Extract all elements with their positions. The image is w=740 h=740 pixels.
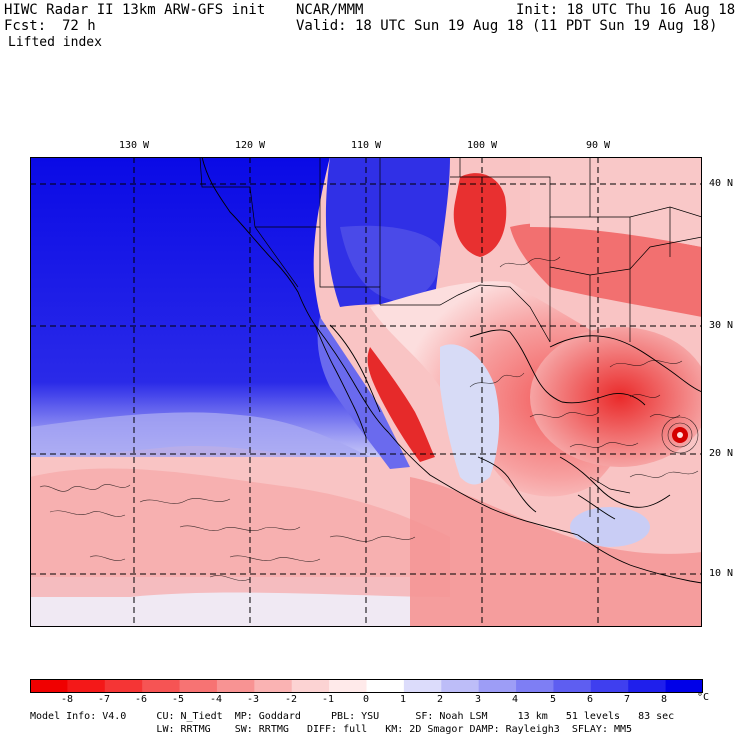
colorbar-swatch <box>553 679 592 693</box>
lifted-index-colorbar <box>30 679 703 693</box>
colorbar-swatch <box>104 679 143 693</box>
colorbar-tick: -1 <box>321 694 335 705</box>
colorbar-swatch <box>628 679 667 693</box>
lon-label-110w: 110 W <box>350 140 382 151</box>
colorbar-tick: -3 <box>246 694 260 705</box>
convective-core-center <box>677 432 683 438</box>
lat-label-40n: 40 N <box>709 178 734 189</box>
colorbar-tick: 4 <box>511 694 519 705</box>
colorbar-swatch <box>291 679 330 693</box>
colorbar-tick: -8 <box>60 694 74 705</box>
sierra-madre-instability <box>367 347 435 462</box>
colorbar-swatch <box>67 679 106 693</box>
lon-label-100w: 100 W <box>466 140 498 151</box>
colorbar-swatch <box>590 679 629 693</box>
plains-instability <box>453 173 507 257</box>
lon-label-90w: 90 W <box>585 140 611 151</box>
colorbar-tick: -5 <box>171 694 185 705</box>
gulf-instability <box>530 327 702 467</box>
contour-lines <box>39 256 699 581</box>
model-info-line-1: Model Info: V4.0 CU: N_Tiedt MP: Goddard… <box>30 711 675 722</box>
colorbar-swatch <box>516 679 554 693</box>
colorbar-swatch <box>30 679 68 693</box>
init-time: Init: 18 UTC Thu 16 Aug 18 <box>516 2 736 18</box>
lon-label-120w: 120 W <box>234 140 266 151</box>
map-frame <box>30 157 702 627</box>
colorbar-swatch <box>441 679 480 693</box>
field-name: Lifted index <box>8 35 102 50</box>
colorbar-tick: -2 <box>284 694 298 705</box>
colorbar-tick: 7 <box>623 694 631 705</box>
colorbar-swatch <box>216 679 255 693</box>
colorbar-swatch <box>478 679 517 693</box>
lifted-index-map <box>30 157 702 627</box>
coastlines <box>201 157 702 584</box>
valid-time: Valid: 18 UTC Sun 19 Aug 18 (11 PDT Sun … <box>296 18 718 34</box>
colorbar-tick: 2 <box>436 694 444 705</box>
model-info-line-2: LW: RRTMG SW: RRTMG DIFF: full KM: 2D Sm… <box>30 724 633 735</box>
colorbar-tick: 1 <box>399 694 407 705</box>
colorbar-swatch <box>665 679 703 693</box>
colorbar-tick: 5 <box>549 694 557 705</box>
colorbar-swatch <box>329 679 367 693</box>
tropical-unstable-band <box>30 468 450 597</box>
lon-label-130w: 130 W <box>118 140 150 151</box>
colorbar-tick: 8 <box>660 694 668 705</box>
mexican-plateau <box>440 344 500 485</box>
central-america-stable-pocket <box>570 507 650 547</box>
lat-label-10n: 10 N <box>709 568 734 579</box>
stable-pacific-region <box>30 157 390 457</box>
forecast-label: Fcst: <box>4 18 47 34</box>
colorbar-tick: -6 <box>134 694 148 705</box>
colorbar-frame <box>30 679 703 693</box>
colorbar-swatch <box>254 679 293 693</box>
colorbar-unit: °C <box>697 692 710 703</box>
colorbar-tick: -7 <box>97 694 111 705</box>
colorbar-swatch <box>142 679 181 693</box>
colorbar-tick: 6 <box>586 694 594 705</box>
lat-label-20n: 20 N <box>709 448 734 459</box>
colorbar-tick: 3 <box>474 694 482 705</box>
colorbar-tick: 0 <box>362 694 370 705</box>
stable-rockies <box>340 225 441 302</box>
east-pacific-warm-pool <box>410 477 702 627</box>
model-title: HIWC Radar II 13km ARW-GFS init <box>4 2 266 18</box>
colorbar-tick: -4 <box>209 694 223 705</box>
forecast-hours: 72 h <box>62 18 96 34</box>
lat-label-30n: 30 N <box>709 320 734 331</box>
eastern-us-field <box>530 157 702 247</box>
organization: NCAR/MMM <box>296 2 364 18</box>
colorbar-swatch <box>179 679 218 693</box>
colorbar-swatch <box>366 679 405 693</box>
stable-fringe <box>30 412 370 457</box>
colorbar-swatch <box>403 679 442 693</box>
lat-lon-grid <box>30 157 702 627</box>
